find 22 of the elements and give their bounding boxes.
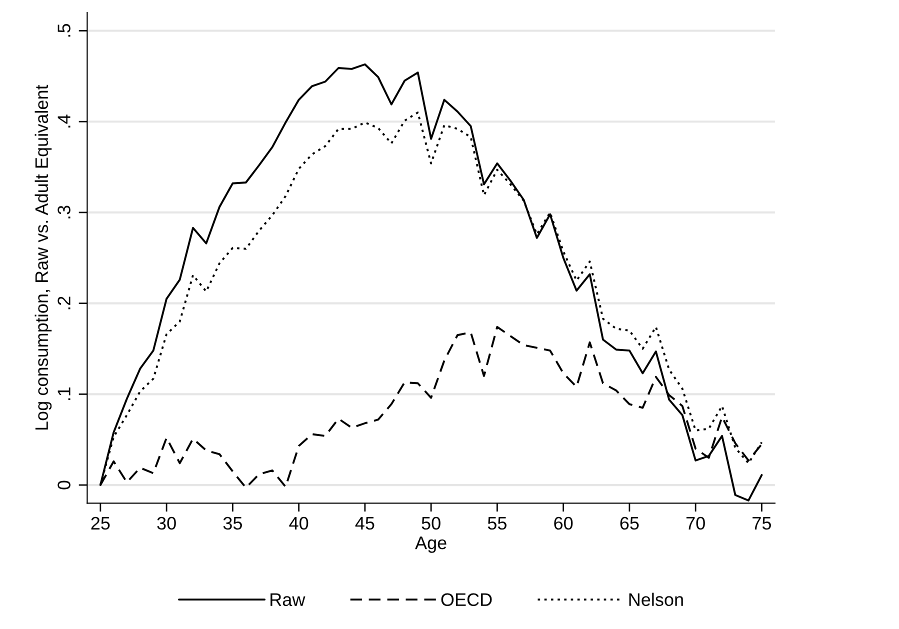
legend-label: OECD [441,593,492,606]
y-tick-label: .4 [58,114,70,128]
x-axis-title: Age [415,536,446,553]
y-axis-title: Log consumption, Raw vs. Adult Equivalent [34,84,52,430]
x-tick-label: 75 [752,517,771,530]
y-tick-label: .2 [58,296,70,310]
x-tick-label: 50 [422,516,440,530]
y-tick-label: .1 [58,388,70,400]
x-tick-label: 40 [289,516,308,530]
legend-label: Raw [270,593,306,606]
x-tick-label: 65 [620,516,639,530]
x-tick-label: 70 [686,516,705,530]
x-tick-label: 35 [223,516,242,530]
y-tick-label: 0 [58,480,70,490]
x-tick-label: 25 [91,516,110,530]
x-tick-label: 55 [488,517,506,530]
x-tick-label: 60 [554,516,573,530]
x-tick-label: 30 [157,516,176,530]
legend-label: Nelson [629,592,683,606]
x-tick-label: 45 [355,517,374,530]
y-tick-label: .5 [58,24,70,37]
y-tick-label: .3 [58,206,70,218]
